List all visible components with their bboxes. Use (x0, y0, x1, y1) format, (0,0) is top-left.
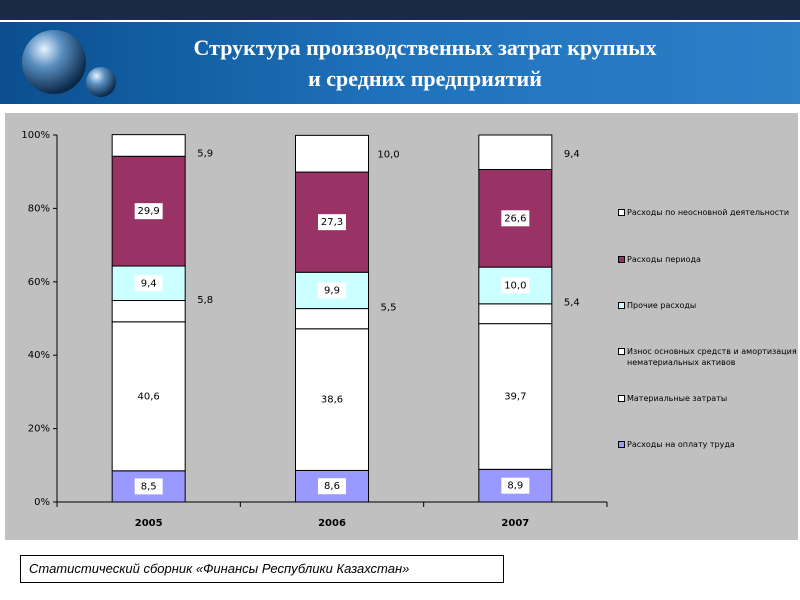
header-strip (0, 0, 800, 22)
data-label: 8,9 (507, 481, 523, 492)
data-label: 27,3 (321, 217, 343, 228)
legend-entry: Расходы периода (618, 254, 800, 265)
x-tick-label: 2006 (318, 518, 346, 529)
bar-segment (478, 134, 553, 170)
data-label: 5,8 (197, 295, 213, 306)
legend-label: Прочие расходы (627, 301, 697, 310)
data-label: 40,6 (138, 391, 160, 402)
legend-entry: Расходы по неосновной деятельности (618, 207, 800, 218)
legend-label: Расходы по неосновной деятельности (627, 208, 790, 217)
bar-segment (295, 308, 369, 330)
bar-segment (111, 321, 186, 472)
label-bg (318, 478, 346, 495)
sphere (22, 30, 86, 94)
x-tick-label: 2007 (501, 518, 529, 529)
legend-entry: Расходы на оплату труда (618, 439, 800, 450)
legend-entry: Износ основных средств и амортизация нем… (618, 346, 800, 368)
label-bg (134, 203, 163, 220)
label-bg (318, 282, 346, 299)
label-bg (318, 214, 346, 231)
bar-segment (478, 323, 553, 470)
data-label: 38,6 (321, 395, 343, 406)
legend-swatch (618, 395, 625, 402)
legend-swatch (618, 256, 625, 263)
label-bg (501, 277, 530, 294)
y-tick-label: 40% (28, 350, 50, 361)
data-label: 29,9 (138, 206, 160, 217)
legend-swatch (618, 441, 625, 448)
data-label: 9,9 (324, 285, 340, 296)
legend-label: Расходы периода (627, 255, 701, 264)
bar-segment (111, 134, 186, 157)
data-label: 5,5 (381, 303, 397, 314)
data-label: 39,7 (504, 391, 526, 402)
data-label: 9,4 (141, 278, 157, 289)
legend-entry: Прочие расходы (618, 300, 800, 311)
data-label: 5,9 (197, 149, 213, 160)
y-tick-label: 0% (34, 497, 50, 508)
legend-swatch (618, 302, 625, 309)
source-note: Статистический сборник «Финансы Республи… (20, 555, 504, 583)
y-tick-label: 100% (21, 130, 50, 141)
legend-label: Расходы на оплату труда (627, 440, 735, 449)
legend-label: Износ основных средств и амортизация нем… (627, 347, 797, 367)
y-tick-label: 20% (28, 424, 50, 435)
bar-segment (295, 328, 369, 471)
x-tick-label: 2005 (135, 518, 163, 529)
legend-swatch (618, 348, 625, 355)
bar-segment (111, 300, 186, 323)
data-label: 10,0 (377, 149, 399, 160)
data-label: 5,4 (564, 298, 580, 309)
legend-entry: Материальные затраты (618, 393, 800, 404)
label-bg (501, 477, 530, 494)
data-label: 26,6 (504, 213, 526, 224)
data-label: 8,6 (324, 481, 340, 492)
y-tick-label: 80% (28, 203, 50, 214)
y-tick-label: 60% (28, 277, 50, 288)
data-label: 8,5 (141, 481, 157, 492)
bar-segment (295, 134, 369, 173)
label-bg (134, 275, 163, 292)
chart-title: Структура производственных затрат крупны… (193, 35, 657, 91)
data-label: 10,0 (504, 280, 526, 291)
legend-label: Материальные затраты (627, 394, 728, 403)
legend-swatch (618, 209, 625, 216)
label-bg (134, 478, 163, 495)
sphere (86, 67, 116, 97)
label-bg (501, 210, 530, 227)
bar-segment (478, 303, 553, 325)
data-label: 9,4 (564, 149, 580, 160)
header-band (0, 22, 800, 104)
